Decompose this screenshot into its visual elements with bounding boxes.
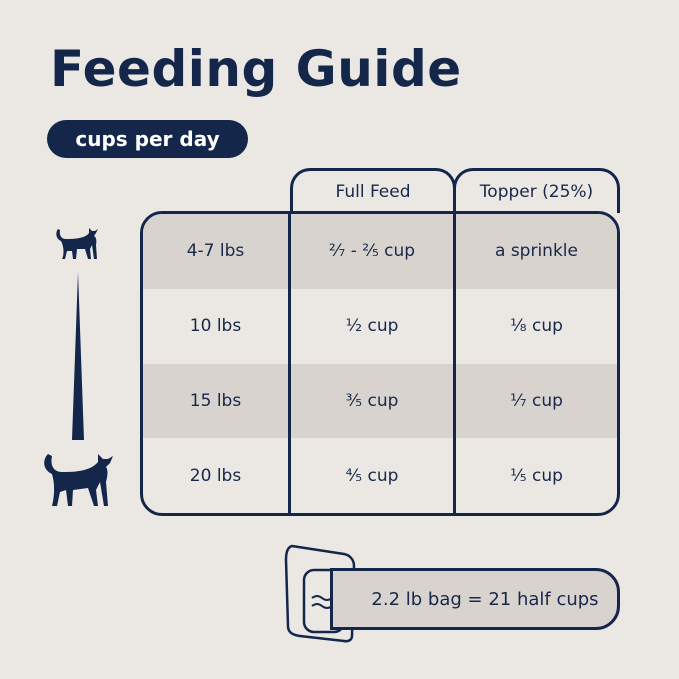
weight-cell: 15 lbs [143,363,291,439]
weight-cell: 10 lbs [143,288,291,364]
size-wedge-icon [72,272,84,440]
full-feed-cell: ²⁄₇ - ²⁄₅ cup [291,214,456,289]
table-row: 20 lbs ⁴⁄₅ cup ¹⁄₅ cup [143,438,617,513]
full-feed-cell: ⁴⁄₅ cup [291,438,456,513]
small-cat-icon [56,228,98,259]
feeding-table: 4-7 lbs ²⁄₇ - ²⁄₅ cup a sprinkle 10 lbs … [140,211,620,516]
large-cat-icon [44,454,113,506]
page-title: Feeding Guide [50,40,462,98]
weight-cell: 20 lbs [143,438,291,513]
full-feed-cell: ³⁄₅ cup [291,363,456,439]
topper-cell: a sprinkle [495,241,578,262]
topper-cell: ¹⁄₈ cup [510,316,563,337]
table-row: 4-7 lbs ²⁄₇ - ²⁄₅ cup a sprinkle [143,214,617,289]
header-topper: Topper (25%) [453,168,620,213]
topper-cell: ¹⁄₅ cup [510,465,563,486]
table-row: 15 lbs ³⁄₅ cup ¹⁄₇ cup [143,363,617,439]
unit-badge: cups per day [47,120,248,158]
weight-cell: 4-7 lbs [143,214,291,289]
bag-yield-note: 2.2 lb bag = 21 half cups [330,568,620,630]
topper-cell: ¹⁄₇ cup [510,390,563,411]
full-feed-cell: ¹⁄₂ cup [291,288,456,364]
header-full-feed: Full Feed [290,168,456,213]
table-row: 10 lbs ¹⁄₂ cup ¹⁄₈ cup [143,288,617,364]
